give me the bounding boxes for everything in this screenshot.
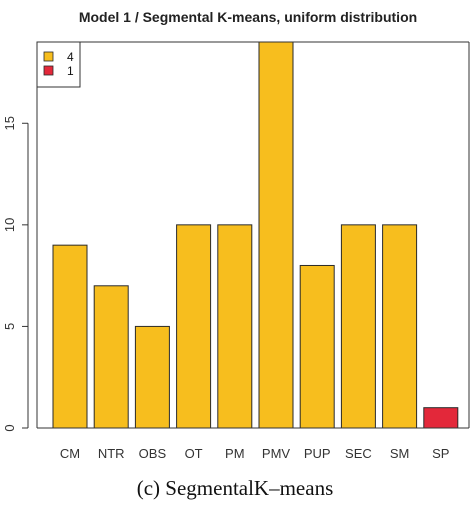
bar-chart: Model 1 / Segmental K-means, uniform dis… — [2, 9, 470, 461]
x-tick-label: SM — [390, 446, 410, 461]
y-tick-label: 15 — [2, 116, 17, 130]
chart-title: Model 1 / Segmental K-means, uniform dis… — [79, 9, 417, 25]
y-tick-label: 10 — [2, 218, 17, 232]
legend-box — [36, 41, 81, 88]
bar-sec — [340, 224, 376, 429]
bar-ntr — [93, 285, 129, 429]
bar-obs — [134, 325, 170, 429]
x-tick-label: PMV — [262, 446, 291, 461]
y-tick-label: 5 — [2, 323, 17, 330]
bar-sm — [382, 224, 418, 429]
x-tick-label: SEC — [345, 446, 372, 461]
legend-label: 4 — [67, 50, 74, 64]
plot-area: CM NTR OBS OT PM PMV PUP SEC SM SP 0 5 10 15 41 — [2, 41, 470, 461]
legend-label: 1 — [67, 64, 74, 78]
bar-cm — [52, 244, 88, 429]
x-tick-label: OBS — [139, 446, 167, 461]
x-tick-label: PUP — [304, 446, 331, 461]
x-tick-label: PM — [225, 446, 245, 461]
y-tick-label: 0 — [2, 424, 17, 431]
figure-caption: (c) SegmentalK–means — [136, 476, 334, 500]
bar-sp — [423, 407, 459, 429]
bar-pup — [299, 264, 335, 429]
x-tick-label: NTR — [98, 446, 125, 461]
legend-swatch — [43, 51, 54, 62]
x-tick-label: SP — [432, 446, 449, 461]
bar-ot — [176, 224, 212, 429]
x-tick-label: CM — [60, 446, 80, 461]
x-tick-label: OT — [185, 446, 203, 461]
bar-pm — [217, 224, 253, 429]
legend-swatch — [43, 65, 54, 76]
bar-pmv — [258, 41, 294, 429]
